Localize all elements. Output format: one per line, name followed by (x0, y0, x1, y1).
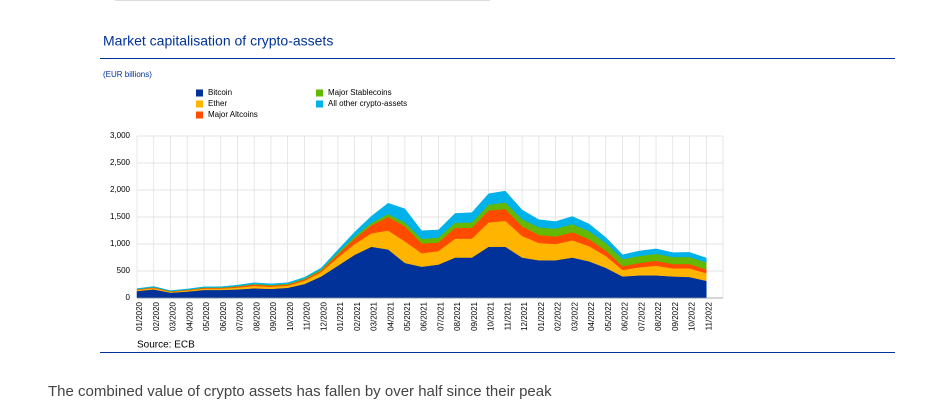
x-tick-label: 04/2021 (386, 301, 395, 330)
x-tick-label: 08/2021 (453, 301, 462, 330)
x-tick-label: 10/2020 (286, 301, 295, 330)
x-tick-label: 05/2022 (604, 301, 613, 330)
x-tick-label: 08/2020 (252, 301, 261, 330)
x-tick-label: 08/2022 (654, 301, 663, 330)
x-tick-label: 01/2021 (336, 301, 345, 330)
x-tick-label: 09/2021 (470, 301, 479, 330)
x-tick-label: 01/2020 (135, 301, 144, 330)
x-tick-label: 05/2021 (403, 301, 412, 330)
x-tick-label: 12/2020 (319, 301, 328, 330)
x-tick-label: 04/2020 (185, 301, 194, 330)
x-tick-label: 06/2022 (621, 301, 630, 330)
x-tick-label: 07/2022 (637, 301, 646, 330)
x-tick-label: 02/2021 (353, 301, 362, 330)
x-tick-label: 11/2022 (704, 301, 713, 330)
x-tick-label: 07/2020 (236, 301, 245, 330)
x-tick-label: 06/2021 (420, 301, 429, 330)
x-tick-label: 10/2022 (688, 301, 697, 330)
x-tick-label: 07/2021 (436, 301, 445, 330)
legend-label: Bitcoin (208, 88, 232, 97)
y-tick-label: 3,000 (110, 131, 131, 140)
x-tick-label: 05/2020 (202, 301, 211, 330)
legend-swatch (196, 89, 203, 97)
x-tick-label: 03/2021 (370, 301, 379, 330)
y-tick-label: 1,500 (110, 212, 131, 221)
area (136, 190, 707, 292)
x-tick-label: 12/2021 (520, 301, 529, 330)
legend-swatch (316, 89, 323, 97)
x-tick-label: 10/2021 (487, 301, 496, 330)
legend-swatch (316, 100, 323, 108)
x-tick-label: 11/2020 (303, 301, 312, 330)
x-tick-label: 11/2021 (503, 301, 512, 330)
x-tick-label: 09/2020 (269, 301, 278, 330)
source: Source: ECB (137, 340, 195, 351)
x-tick-label: 06/2020 (219, 301, 228, 330)
y-tick-label: 1,000 (110, 239, 131, 248)
y-tick-label: 0 (126, 293, 131, 302)
legend-swatch (196, 111, 203, 119)
x-tick-label: 02/2020 (152, 301, 161, 330)
y-tick-label: 500 (117, 266, 131, 275)
x-tick-label: 03/2022 (570, 301, 579, 330)
y-tick-label: 2,000 (110, 185, 131, 194)
caption: The combined value of crypto assets has … (48, 383, 552, 400)
x-tick-label: 03/2020 (169, 301, 178, 330)
legend-label: Major Altcoins (208, 110, 258, 119)
x-tick-label: 02/2022 (554, 301, 563, 330)
chart-title: Market capitalisation of crypto-assets (103, 33, 333, 49)
legend-swatch (196, 100, 203, 108)
x-tick-label: 09/2022 (671, 301, 680, 330)
subtitle: (EUR billions) (103, 70, 152, 79)
legend-label: Ether (208, 99, 227, 108)
legend-label: All other crypto-assets (328, 99, 407, 108)
legend-label: Major Stablecoins (328, 88, 392, 97)
x-tick-label: 01/2022 (537, 301, 546, 330)
y-tick-label: 2,500 (110, 158, 131, 167)
x-tick-label: 04/2022 (587, 301, 596, 330)
